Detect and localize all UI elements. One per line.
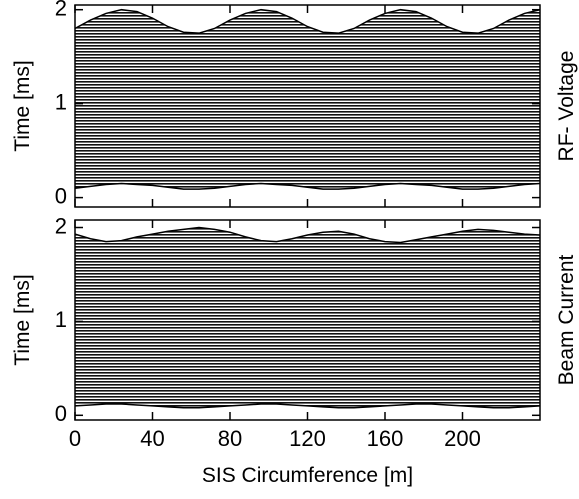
x-tick-label: 0 bbox=[69, 426, 81, 451]
upper-edge bbox=[75, 226, 540, 244]
right-label: RF- Voltage bbox=[555, 51, 578, 162]
right-label: Beam Current bbox=[555, 254, 578, 385]
x-axis-label: SIS Circumference [m] bbox=[202, 464, 413, 487]
x-tick-label: 200 bbox=[444, 426, 481, 451]
x-tick-label: 80 bbox=[218, 426, 242, 451]
waterfall-texture bbox=[75, 227, 540, 408]
waterfall-texture bbox=[75, 9, 540, 190]
lower-edge bbox=[75, 182, 540, 190]
y-tick-label: 2 bbox=[55, 0, 67, 21]
y-tick-label: 0 bbox=[55, 183, 67, 208]
y-axis-label: Time [ms] bbox=[11, 274, 34, 365]
upper-edge bbox=[75, 8, 540, 34]
x-tick-label: 40 bbox=[140, 426, 164, 451]
y-tick-label: 2 bbox=[55, 213, 67, 238]
y-tick-label: 1 bbox=[55, 89, 67, 114]
y-tick-label: 0 bbox=[55, 401, 67, 426]
x-tick-label: 120 bbox=[289, 426, 326, 451]
plot-area bbox=[75, 226, 540, 409]
y-axis-label: Time [ms] bbox=[11, 60, 34, 151]
y-tick-label: 1 bbox=[55, 307, 67, 332]
lower-edge bbox=[75, 403, 540, 409]
plot-area bbox=[75, 8, 540, 190]
x-tick-label: 160 bbox=[367, 426, 404, 451]
